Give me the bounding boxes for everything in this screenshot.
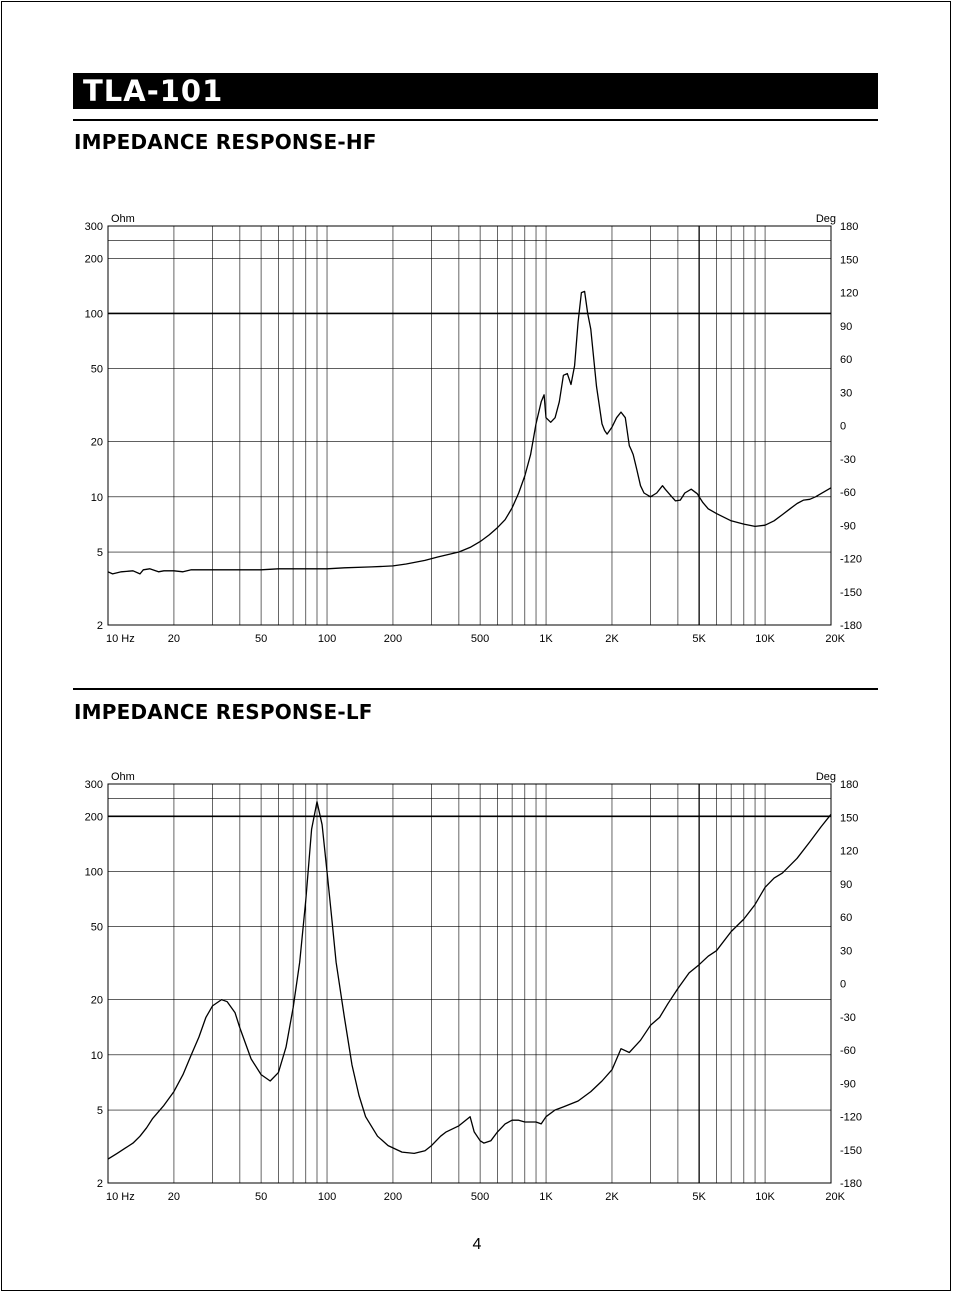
y2-tick-label: -90 <box>840 520 856 532</box>
y2-tick-label: -120 <box>840 1112 862 1124</box>
y2-tick-label: 60 <box>840 354 852 366</box>
y2-tick-label: 120 <box>840 846 858 858</box>
y2-tick-label: 30 <box>840 945 852 957</box>
y-tick-label: 100 <box>85 866 103 878</box>
y2-tick-label: -30 <box>840 1012 856 1024</box>
y-tick-label: 300 <box>85 779 103 791</box>
y2-tick-label: 180 <box>840 221 858 233</box>
y2-tick-label: -180 <box>840 620 862 632</box>
x-tick-label: 10K <box>755 633 775 645</box>
x-tick-label: 500 <box>471 633 489 645</box>
y-tick-label: 300 <box>85 221 103 233</box>
y-tick-label: 20 <box>91 437 103 449</box>
title-rule <box>73 119 878 121</box>
y-tick-label: 200 <box>85 811 103 823</box>
x-tick-label: 500 <box>471 1191 489 1203</box>
y2-tick-label: -60 <box>840 1045 856 1057</box>
x-tick-label: 50 <box>255 633 267 645</box>
y2-tick-label: 150 <box>840 254 858 266</box>
y2-tick-label: 150 <box>840 812 858 824</box>
y2-tick-label: -90 <box>840 1078 856 1090</box>
x-tick-label: 10 Hz <box>106 1191 135 1203</box>
plot-frame <box>107 783 832 1184</box>
y2-tick-label: 0 <box>840 979 846 991</box>
y2-tick-label: -150 <box>840 1145 862 1157</box>
lf-chart-heading: IMPEDANCE RESPONSE-LF <box>74 700 373 724</box>
hf-impedance-chart: 2 5 10 20 50 100 200 300 -180 -150 -120 -90 -60 -30 0 3… <box>85 213 862 645</box>
y2-tick-label: 180 <box>840 779 858 791</box>
hf-chart-heading: IMPEDANCE RESPONSE-HF <box>74 130 377 154</box>
x-tick-label: 2K <box>605 1191 619 1203</box>
x-tick-label: 100 <box>318 1191 336 1203</box>
y-tick-label: 5 <box>97 1105 103 1117</box>
x-tick-label: 200 <box>384 1191 402 1203</box>
x-tick-label: 5K <box>692 633 706 645</box>
y-tick-label: 2 <box>97 1178 103 1190</box>
x-tick-label: 100 <box>318 633 336 645</box>
y2-tick-label: -150 <box>840 587 862 599</box>
y-tick-label: 50 <box>91 922 103 934</box>
x-tick-label: 200 <box>384 633 402 645</box>
x-tick-label: 20K <box>825 1191 845 1203</box>
hf-impedance-curve <box>107 290 832 575</box>
page-title: TLA-101 <box>83 74 224 108</box>
y2-tick-label: -60 <box>840 487 856 499</box>
x-tick-label: 20 <box>168 1191 180 1203</box>
lf-impedance-curve <box>107 801 832 1160</box>
x-tick-label: 10K <box>755 1191 775 1203</box>
x-tick-label: 1K <box>539 633 553 645</box>
y2-tick-label: 30 <box>840 387 852 399</box>
y2-axis-label: Deg <box>816 771 836 783</box>
y-axis-label: Ohm <box>111 771 135 783</box>
x-tick-label: 2K <box>605 633 619 645</box>
y2-tick-label: 0 <box>840 421 846 433</box>
y-tick-label: 10 <box>91 492 103 504</box>
y-tick-label: 10 <box>91 1050 103 1062</box>
y2-tick-label: 60 <box>840 912 852 924</box>
plot-frame <box>107 225 832 626</box>
x-tick-label: 5K <box>692 1191 706 1203</box>
page-number: 4 <box>472 1236 482 1253</box>
y-tick-label: 2 <box>97 620 103 632</box>
title-bar: TLA-101 <box>73 73 878 109</box>
y-tick-label: 5 <box>97 547 103 559</box>
x-tick-label: 20 <box>168 633 180 645</box>
y2-tick-label: -120 <box>840 554 862 566</box>
y-tick-label: 100 <box>85 308 103 320</box>
x-tick-label: 1K <box>539 1191 553 1203</box>
y2-tick-label: 120 <box>840 288 858 300</box>
x-tick-label: 10 Hz <box>106 633 135 645</box>
y2-tick-label: -30 <box>840 454 856 466</box>
y-axis-label: Ohm <box>111 213 135 225</box>
x-tick-label: 20K <box>825 633 845 645</box>
y-tick-label: 50 <box>91 364 103 376</box>
y-tick-label: 200 <box>85 253 103 265</box>
lf-impedance-chart: 2 5 10 20 50 100 200 300 -180 -150 -120 -90 -60 -30 0 3… <box>85 771 862 1203</box>
y2-tick-label: 90 <box>840 879 852 891</box>
y2-tick-label: -180 <box>840 1178 862 1190</box>
section-rule <box>73 688 878 690</box>
x-tick-label: 50 <box>255 1191 267 1203</box>
y2-axis-label: Deg <box>816 213 836 225</box>
y2-tick-label: 90 <box>840 321 852 333</box>
y-tick-label: 20 <box>91 995 103 1007</box>
